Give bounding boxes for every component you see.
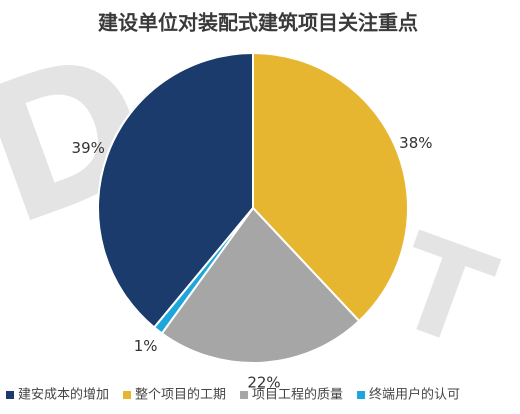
pie-slice bbox=[252, 51, 409, 323]
data-label: 38% bbox=[399, 134, 432, 152]
data-label: 22% bbox=[247, 373, 280, 391]
legend-label: 整个项目的工期 bbox=[135, 387, 226, 403]
legend-swatch bbox=[240, 391, 249, 399]
data-label: 1% bbox=[134, 337, 158, 355]
pie-slice bbox=[152, 207, 254, 335]
pie-slice bbox=[160, 206, 361, 364]
legend-label: 建安成本的增加 bbox=[18, 387, 109, 403]
chart-title: 建设单位对装配式建筑项目关注重点 bbox=[98, 11, 418, 35]
data-label: 39% bbox=[72, 139, 105, 157]
legend: 建安成本的增加 整个项目的工期 项目工程的质量 终端用户的认可 bbox=[6, 387, 460, 403]
legend-swatch bbox=[123, 391, 132, 399]
legend-label: 项目工程的质量 bbox=[252, 387, 343, 403]
legend-label: 终端用户的认可 bbox=[369, 387, 460, 403]
pie: 39% 38% 22% 1% bbox=[72, 51, 433, 391]
legend-swatch bbox=[357, 391, 366, 399]
pie-slice bbox=[97, 51, 254, 329]
legend-swatch bbox=[6, 391, 14, 399]
